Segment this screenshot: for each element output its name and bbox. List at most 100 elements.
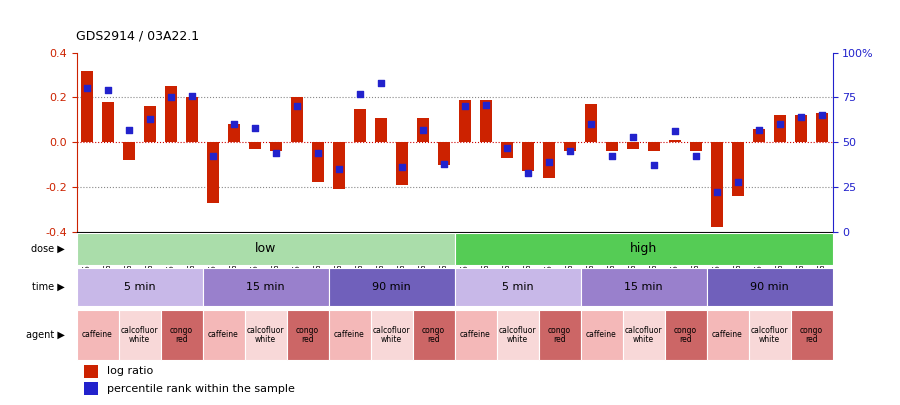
- Point: [101, 87, 115, 94]
- Point: [436, 160, 451, 167]
- Bar: [796, 115, 806, 142]
- Bar: [375, 117, 387, 142]
- Point: [562, 148, 577, 154]
- Bar: [623, 309, 664, 360]
- Bar: [706, 309, 749, 360]
- Point: [310, 150, 325, 156]
- Text: calcofluor
white: calcofluor white: [625, 326, 662, 344]
- Bar: [355, 109, 365, 142]
- Bar: [580, 268, 706, 306]
- Point: [206, 153, 220, 160]
- Bar: [585, 104, 597, 142]
- Bar: [711, 142, 723, 227]
- Bar: [76, 233, 454, 265]
- Text: calcofluor
white: calcofluor white: [751, 326, 788, 344]
- Bar: [664, 309, 707, 360]
- Bar: [648, 142, 660, 151]
- Bar: [790, 309, 833, 360]
- Bar: [627, 142, 639, 149]
- Point: [542, 159, 556, 165]
- Text: GDS2914 / 03A22.1: GDS2914 / 03A22.1: [76, 30, 200, 43]
- Bar: [166, 86, 176, 142]
- Point: [584, 121, 598, 128]
- Point: [184, 92, 199, 99]
- Bar: [328, 309, 371, 360]
- Point: [647, 162, 662, 168]
- Text: time ▶: time ▶: [32, 282, 65, 292]
- Point: [164, 94, 178, 100]
- Bar: [123, 142, 135, 160]
- Bar: [544, 142, 554, 178]
- Bar: [454, 268, 580, 306]
- Point: [500, 144, 514, 151]
- Text: percentile rank within the sample: percentile rank within the sample: [107, 384, 294, 394]
- Bar: [564, 142, 576, 151]
- Point: [458, 103, 473, 110]
- Text: congo
red: congo red: [170, 326, 194, 344]
- Point: [794, 114, 808, 120]
- Text: 5 min: 5 min: [501, 282, 534, 292]
- Point: [290, 103, 304, 110]
- Text: high: high: [630, 242, 657, 256]
- Bar: [371, 309, 412, 360]
- Bar: [270, 142, 282, 151]
- Text: calcofluor
white: calcofluor white: [121, 326, 158, 344]
- Bar: [144, 107, 156, 142]
- Bar: [312, 142, 324, 182]
- Point: [80, 85, 94, 92]
- Text: calcofluor
white: calcofluor white: [499, 326, 536, 344]
- Bar: [412, 309, 454, 360]
- Point: [269, 150, 284, 156]
- Bar: [418, 117, 428, 142]
- Bar: [774, 115, 786, 142]
- Bar: [706, 268, 832, 306]
- Point: [688, 153, 703, 160]
- Bar: [816, 113, 828, 142]
- Point: [710, 189, 724, 196]
- Point: [626, 134, 640, 140]
- Bar: [207, 142, 219, 202]
- Bar: [501, 142, 513, 158]
- Bar: [160, 309, 202, 360]
- Point: [668, 128, 682, 134]
- Text: congo
red: congo red: [548, 326, 572, 344]
- Text: 15 min: 15 min: [247, 282, 284, 292]
- Bar: [333, 142, 345, 189]
- Bar: [245, 309, 286, 360]
- Bar: [286, 309, 328, 360]
- Bar: [522, 142, 534, 171]
- Point: [521, 169, 535, 176]
- Text: agent ▶: agent ▶: [26, 330, 65, 340]
- Bar: [670, 140, 680, 142]
- Bar: [84, 382, 98, 395]
- Bar: [459, 100, 471, 142]
- Bar: [76, 268, 202, 306]
- Text: calcofluor
white: calcofluor white: [247, 326, 284, 344]
- Bar: [753, 129, 765, 142]
- Point: [395, 164, 410, 171]
- Text: dose ▶: dose ▶: [31, 244, 65, 254]
- Text: caffeine: caffeine: [82, 330, 112, 339]
- Text: caffeine: caffeine: [586, 330, 616, 339]
- Point: [122, 126, 136, 133]
- Point: [248, 125, 262, 131]
- Text: caffeine: caffeine: [460, 330, 491, 339]
- Point: [479, 101, 493, 108]
- Text: log ratio: log ratio: [107, 367, 153, 376]
- Text: 5 min: 5 min: [123, 282, 156, 292]
- Text: congo
red: congo red: [296, 326, 320, 344]
- Bar: [328, 268, 454, 306]
- Text: 90 min: 90 min: [372, 282, 411, 292]
- Text: caffeine: caffeine: [334, 330, 364, 339]
- Bar: [690, 142, 702, 151]
- Point: [227, 121, 241, 128]
- Bar: [249, 142, 261, 149]
- Bar: [580, 309, 623, 360]
- Point: [752, 126, 766, 133]
- Bar: [497, 309, 538, 360]
- Bar: [292, 97, 302, 142]
- Bar: [396, 142, 408, 185]
- Bar: [229, 124, 239, 142]
- Bar: [438, 142, 450, 164]
- Point: [605, 153, 619, 160]
